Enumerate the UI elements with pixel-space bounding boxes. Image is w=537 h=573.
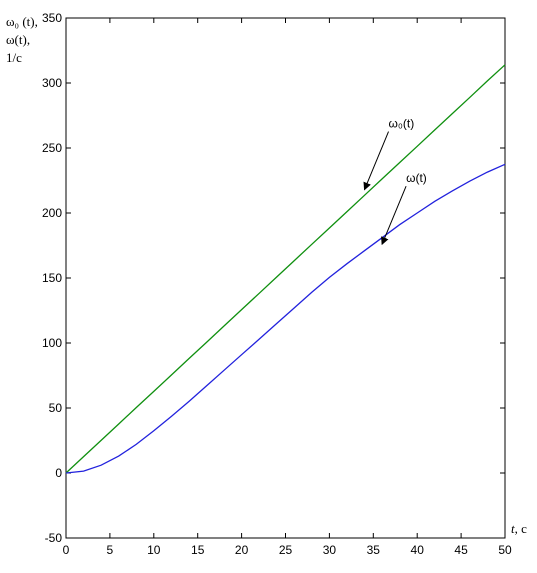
y-tick-label: 200 <box>42 206 62 220</box>
y-tick-label: 300 <box>42 76 62 90</box>
x-tick-label: 0 <box>63 543 70 557</box>
annotation-label-1: ω₀(t) <box>389 117 415 131</box>
x-tick-label: 40 <box>411 543 425 557</box>
x-tick-label: 25 <box>279 543 293 557</box>
x-tick-label: 5 <box>107 543 114 557</box>
annotation-arrow-1 <box>363 131 389 191</box>
x-axis-unit: , c <box>514 521 527 536</box>
y-axis-label-line-2: ω(t), <box>6 32 31 47</box>
plot-frame <box>65 17 506 539</box>
y-tick-label: 0 <box>55 466 62 480</box>
y-tick-label: -50 <box>45 531 63 545</box>
x-tick-label: 20 <box>235 543 249 557</box>
x-tick-label: 15 <box>191 543 205 557</box>
x-tick-label: 10 <box>147 543 161 557</box>
y-tick-label: 350 <box>42 11 62 25</box>
annotation-label-2: ω(t) <box>406 171 427 185</box>
x-tick-label: 45 <box>454 543 468 557</box>
x-axis-variable: t <box>511 521 515 536</box>
y-tick-label: 250 <box>42 141 62 155</box>
y-axis-label-line-1: ω₀ (t), <box>6 14 38 29</box>
annotation-arrow-2 <box>381 186 407 246</box>
y-axis-label-line-3: 1/c <box>6 50 22 65</box>
annotations-group: ω₀(t) ω(t) <box>363 117 427 246</box>
y-tick-label: 100 <box>42 336 62 350</box>
y-tick-label: 50 <box>49 401 63 415</box>
y-tick-label: 150 <box>42 271 62 285</box>
x-axis-label: t, c <box>511 521 527 537</box>
x-tick-label: 30 <box>323 543 337 557</box>
y-axis-ticks: -50 0 50 100 150 200 250 300 350 <box>42 11 505 545</box>
x-tick-label: 50 <box>498 543 512 557</box>
series-line-1 <box>65 64 506 474</box>
series-line-2 <box>65 163 506 474</box>
x-axis-ticks: 0 5 10 15 20 25 30 35 40 45 50 <box>63 18 512 557</box>
series-group <box>65 64 506 474</box>
x-tick-label: 35 <box>367 543 381 557</box>
